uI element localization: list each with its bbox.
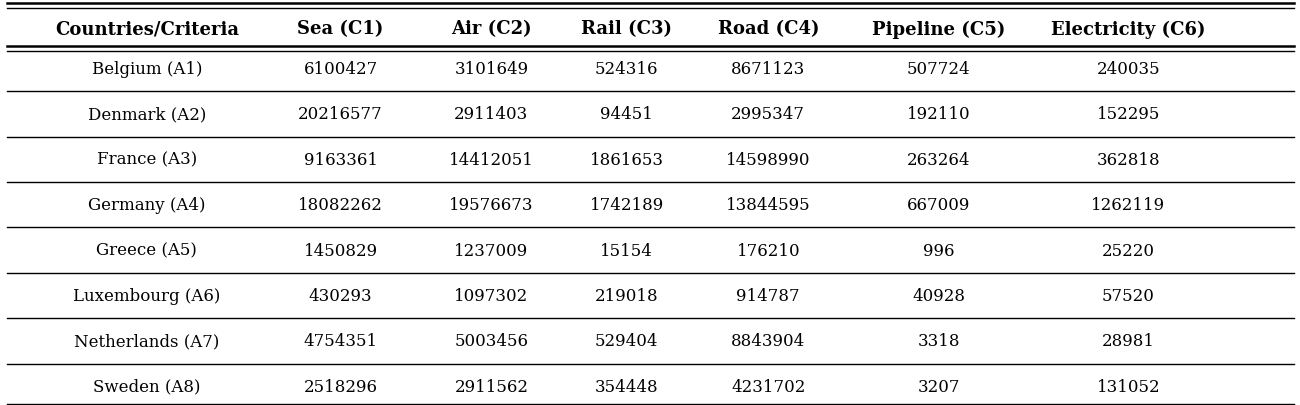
Text: 40928: 40928 xyxy=(913,287,965,304)
Text: 996: 996 xyxy=(923,242,954,259)
Text: 192110: 192110 xyxy=(907,106,970,123)
Text: Countries/Criteria: Countries/Criteria xyxy=(55,20,239,38)
Text: 176210: 176210 xyxy=(737,242,800,259)
Text: 57520: 57520 xyxy=(1102,287,1154,304)
Text: 2911403: 2911403 xyxy=(454,106,529,123)
Text: 914787: 914787 xyxy=(737,287,800,304)
Text: 507724: 507724 xyxy=(907,61,970,78)
Text: 152295: 152295 xyxy=(1097,106,1160,123)
Text: 529404: 529404 xyxy=(595,333,658,350)
Text: Pipeline (C5): Pipeline (C5) xyxy=(872,20,1005,38)
Text: 1097302: 1097302 xyxy=(454,287,529,304)
Text: 1861653: 1861653 xyxy=(590,151,663,168)
Text: 131052: 131052 xyxy=(1097,378,1160,395)
Text: 8843904: 8843904 xyxy=(731,333,806,350)
Text: 15154: 15154 xyxy=(601,242,653,259)
Text: Electricity (C6): Electricity (C6) xyxy=(1052,20,1205,38)
Text: 3207: 3207 xyxy=(918,378,959,395)
Text: 1450829: 1450829 xyxy=(303,242,378,259)
Text: Air (C2): Air (C2) xyxy=(451,20,532,38)
Text: 25220: 25220 xyxy=(1102,242,1154,259)
Text: Greece (A5): Greece (A5) xyxy=(96,242,198,259)
Text: 1237009: 1237009 xyxy=(454,242,529,259)
Text: 6100427: 6100427 xyxy=(303,61,378,78)
Text: Denmark (A2): Denmark (A2) xyxy=(87,106,207,123)
Text: Belgium (A1): Belgium (A1) xyxy=(91,61,203,78)
Text: 3101649: 3101649 xyxy=(454,61,529,78)
Text: Sea (C1): Sea (C1) xyxy=(298,20,383,38)
Text: 524316: 524316 xyxy=(595,61,658,78)
Text: 2518296: 2518296 xyxy=(304,378,377,395)
Text: Sweden (A8): Sweden (A8) xyxy=(94,378,200,395)
Text: 1262119: 1262119 xyxy=(1091,197,1166,213)
Text: Road (C4): Road (C4) xyxy=(718,20,819,38)
Text: 13844595: 13844595 xyxy=(725,197,811,213)
Text: 20216577: 20216577 xyxy=(298,106,383,123)
Text: 430293: 430293 xyxy=(309,287,372,304)
Text: 14412051: 14412051 xyxy=(448,151,534,168)
Text: 8671123: 8671123 xyxy=(731,61,806,78)
Text: 263264: 263264 xyxy=(907,151,970,168)
Text: 3318: 3318 xyxy=(918,333,959,350)
Text: Rail (C3): Rail (C3) xyxy=(581,20,672,38)
Text: France (A3): France (A3) xyxy=(96,151,198,168)
Text: 362818: 362818 xyxy=(1097,151,1160,168)
Text: 2911562: 2911562 xyxy=(455,378,528,395)
Text: Germany (A4): Germany (A4) xyxy=(88,197,205,213)
Text: Luxembourg (A6): Luxembourg (A6) xyxy=(73,287,221,304)
Text: 94451: 94451 xyxy=(601,106,653,123)
Text: 1742189: 1742189 xyxy=(589,197,664,213)
Text: 18082262: 18082262 xyxy=(298,197,383,213)
Text: 28981: 28981 xyxy=(1102,333,1154,350)
Text: 2995347: 2995347 xyxy=(732,106,805,123)
Text: 219018: 219018 xyxy=(595,287,658,304)
Text: 354448: 354448 xyxy=(595,378,658,395)
Text: Netherlands (A7): Netherlands (A7) xyxy=(74,333,220,350)
Text: 9163361: 9163361 xyxy=(304,151,377,168)
Text: 4754351: 4754351 xyxy=(303,333,378,350)
Text: 14598990: 14598990 xyxy=(725,151,811,168)
Text: 5003456: 5003456 xyxy=(455,333,528,350)
Text: 4231702: 4231702 xyxy=(731,378,806,395)
Text: 240035: 240035 xyxy=(1097,61,1160,78)
Text: 19576673: 19576673 xyxy=(450,197,533,213)
Text: 667009: 667009 xyxy=(907,197,970,213)
